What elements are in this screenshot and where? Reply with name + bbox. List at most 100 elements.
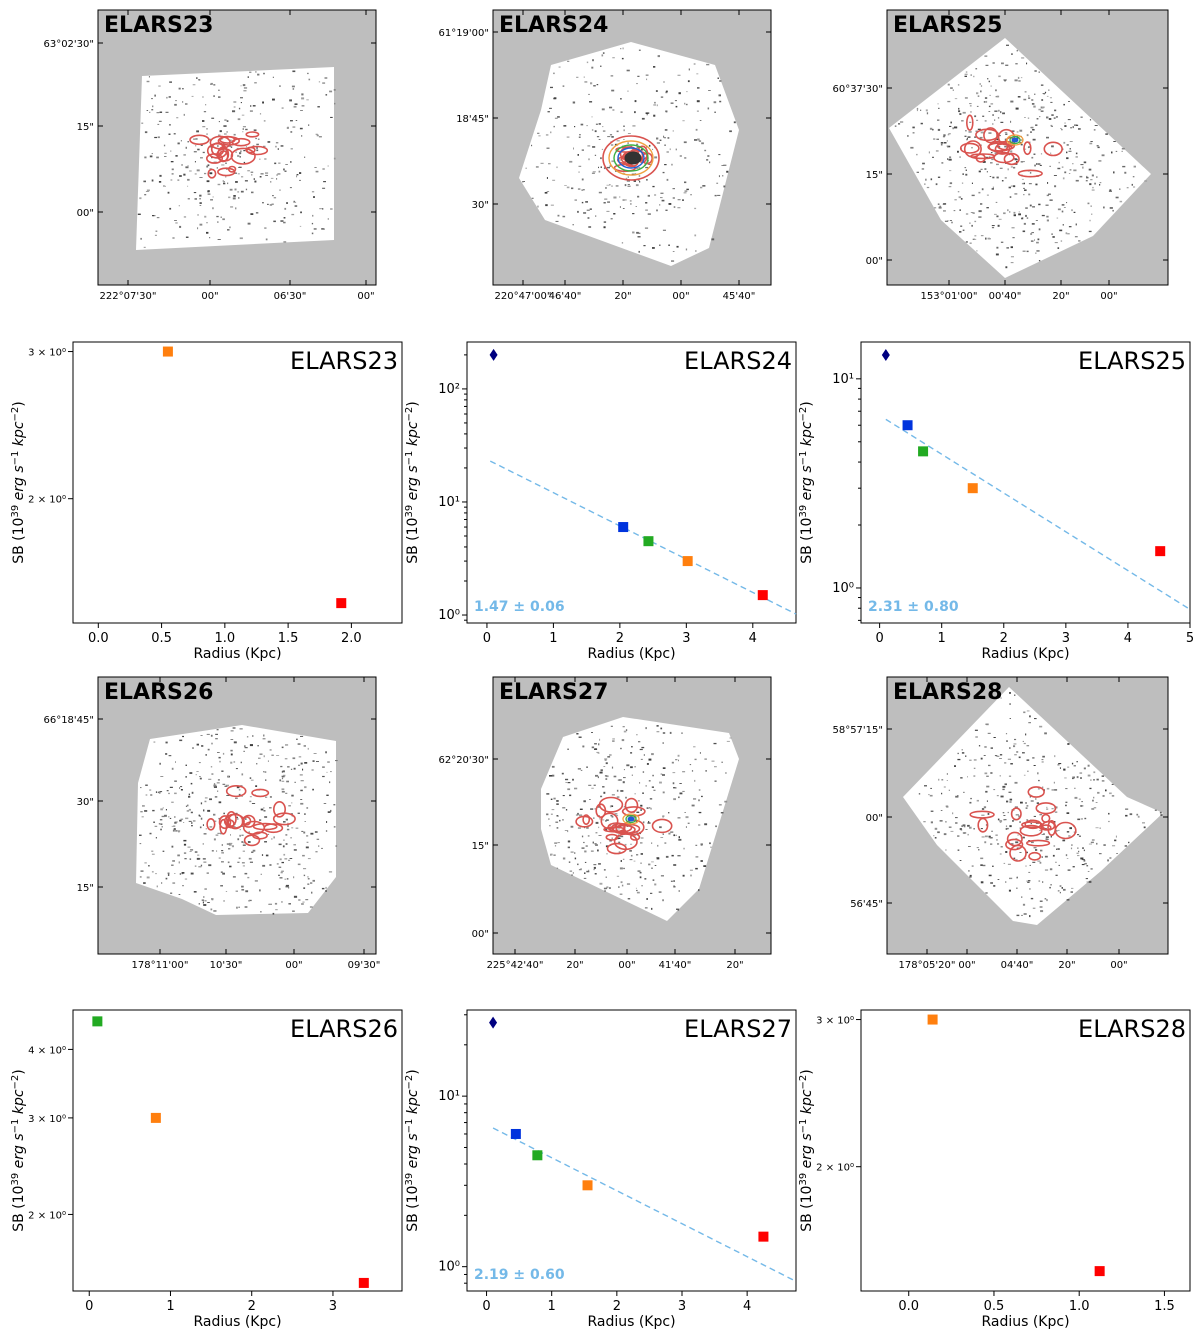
speckle [145, 794, 148, 796]
speckle [556, 166, 558, 169]
speckle [238, 107, 241, 110]
speckle [216, 782, 220, 784]
speckle [623, 129, 625, 132]
speckle [677, 855, 681, 857]
speckle [137, 213, 141, 215]
speckle [235, 768, 238, 770]
speckle [184, 858, 187, 860]
speckle [169, 786, 173, 788]
speckle [672, 197, 675, 199]
speckle [556, 803, 559, 805]
speckle [1078, 798, 1081, 800]
speckle [620, 881, 623, 884]
speckle [1038, 228, 1041, 231]
speckle [568, 861, 571, 863]
speckle [523, 181, 525, 182]
speckle [293, 895, 298, 898]
speckle [265, 779, 267, 781]
speckle [537, 132, 540, 134]
speckle [255, 71, 257, 73]
contour-red [603, 826, 626, 833]
speckle [604, 890, 606, 892]
speckle [1035, 849, 1038, 851]
speckle [982, 864, 986, 867]
speckle [551, 774, 555, 777]
speckle [677, 207, 681, 209]
speckle [256, 143, 259, 146]
speckle [1122, 165, 1126, 168]
speckle [955, 795, 959, 798]
speckle [569, 794, 572, 797]
speckle [1131, 183, 1133, 186]
speckle [206, 733, 210, 735]
speckle [198, 866, 202, 868]
contour-red [206, 818, 216, 831]
speckle [1059, 891, 1061, 894]
speckle [591, 732, 593, 733]
speckle [723, 185, 726, 188]
speckle [642, 771, 645, 773]
x-tick-label: 1 [548, 1299, 556, 1314]
dec-label: 15" [77, 122, 94, 133]
speckle [932, 128, 934, 131]
fit-line [492, 1127, 797, 1282]
speckle [333, 89, 336, 91]
speckle [169, 207, 172, 210]
speckle [948, 789, 950, 791]
speckle [945, 849, 947, 851]
contour-red [1041, 813, 1051, 823]
speckle [1132, 176, 1135, 178]
speckle [165, 877, 168, 880]
speckle [621, 884, 624, 887]
speckle [302, 768, 304, 771]
speckle [182, 101, 184, 103]
image-frame [886, 9, 1169, 286]
speckle [593, 784, 596, 786]
speckle [941, 792, 943, 795]
speckle [312, 788, 314, 791]
speckle [991, 158, 994, 161]
speckle [210, 766, 213, 768]
speckle [663, 137, 666, 139]
speckle [635, 184, 639, 187]
x-tick-label: 0.5 [984, 1299, 1005, 1314]
speckle [303, 745, 306, 747]
ra-label: 00" [1110, 960, 1127, 971]
speckle [300, 802, 304, 805]
speckle [193, 138, 196, 140]
speckle [1021, 178, 1024, 180]
speckle [168, 872, 170, 875]
speckle [183, 154, 186, 156]
speckle [635, 167, 638, 169]
speckle [241, 114, 245, 116]
speckle [174, 873, 176, 874]
speckle [976, 105, 979, 107]
speckle [709, 842, 711, 845]
speckle [204, 888, 207, 890]
speckle [1039, 725, 1043, 728]
noise-speckles [546, 725, 732, 911]
speckle [252, 849, 256, 852]
speckle [668, 244, 670, 246]
speckle [611, 185, 613, 187]
speckle [1029, 888, 1031, 890]
speckle [218, 801, 222, 804]
speckle [183, 839, 187, 842]
speckle [647, 822, 651, 824]
speckle [937, 203, 940, 205]
speckle [195, 774, 197, 776]
speckle [1037, 163, 1041, 165]
speckle [613, 213, 616, 215]
speckle [1088, 168, 1092, 171]
speckle [648, 758, 652, 761]
speckle [241, 834, 244, 836]
speckle [709, 161, 711, 164]
speckle [998, 75, 1001, 78]
speckle [1015, 841, 1019, 844]
speckle [981, 836, 985, 838]
speckle [177, 142, 180, 145]
speckle [965, 71, 968, 73]
speckle [1027, 117, 1030, 119]
speckle [294, 781, 296, 783]
